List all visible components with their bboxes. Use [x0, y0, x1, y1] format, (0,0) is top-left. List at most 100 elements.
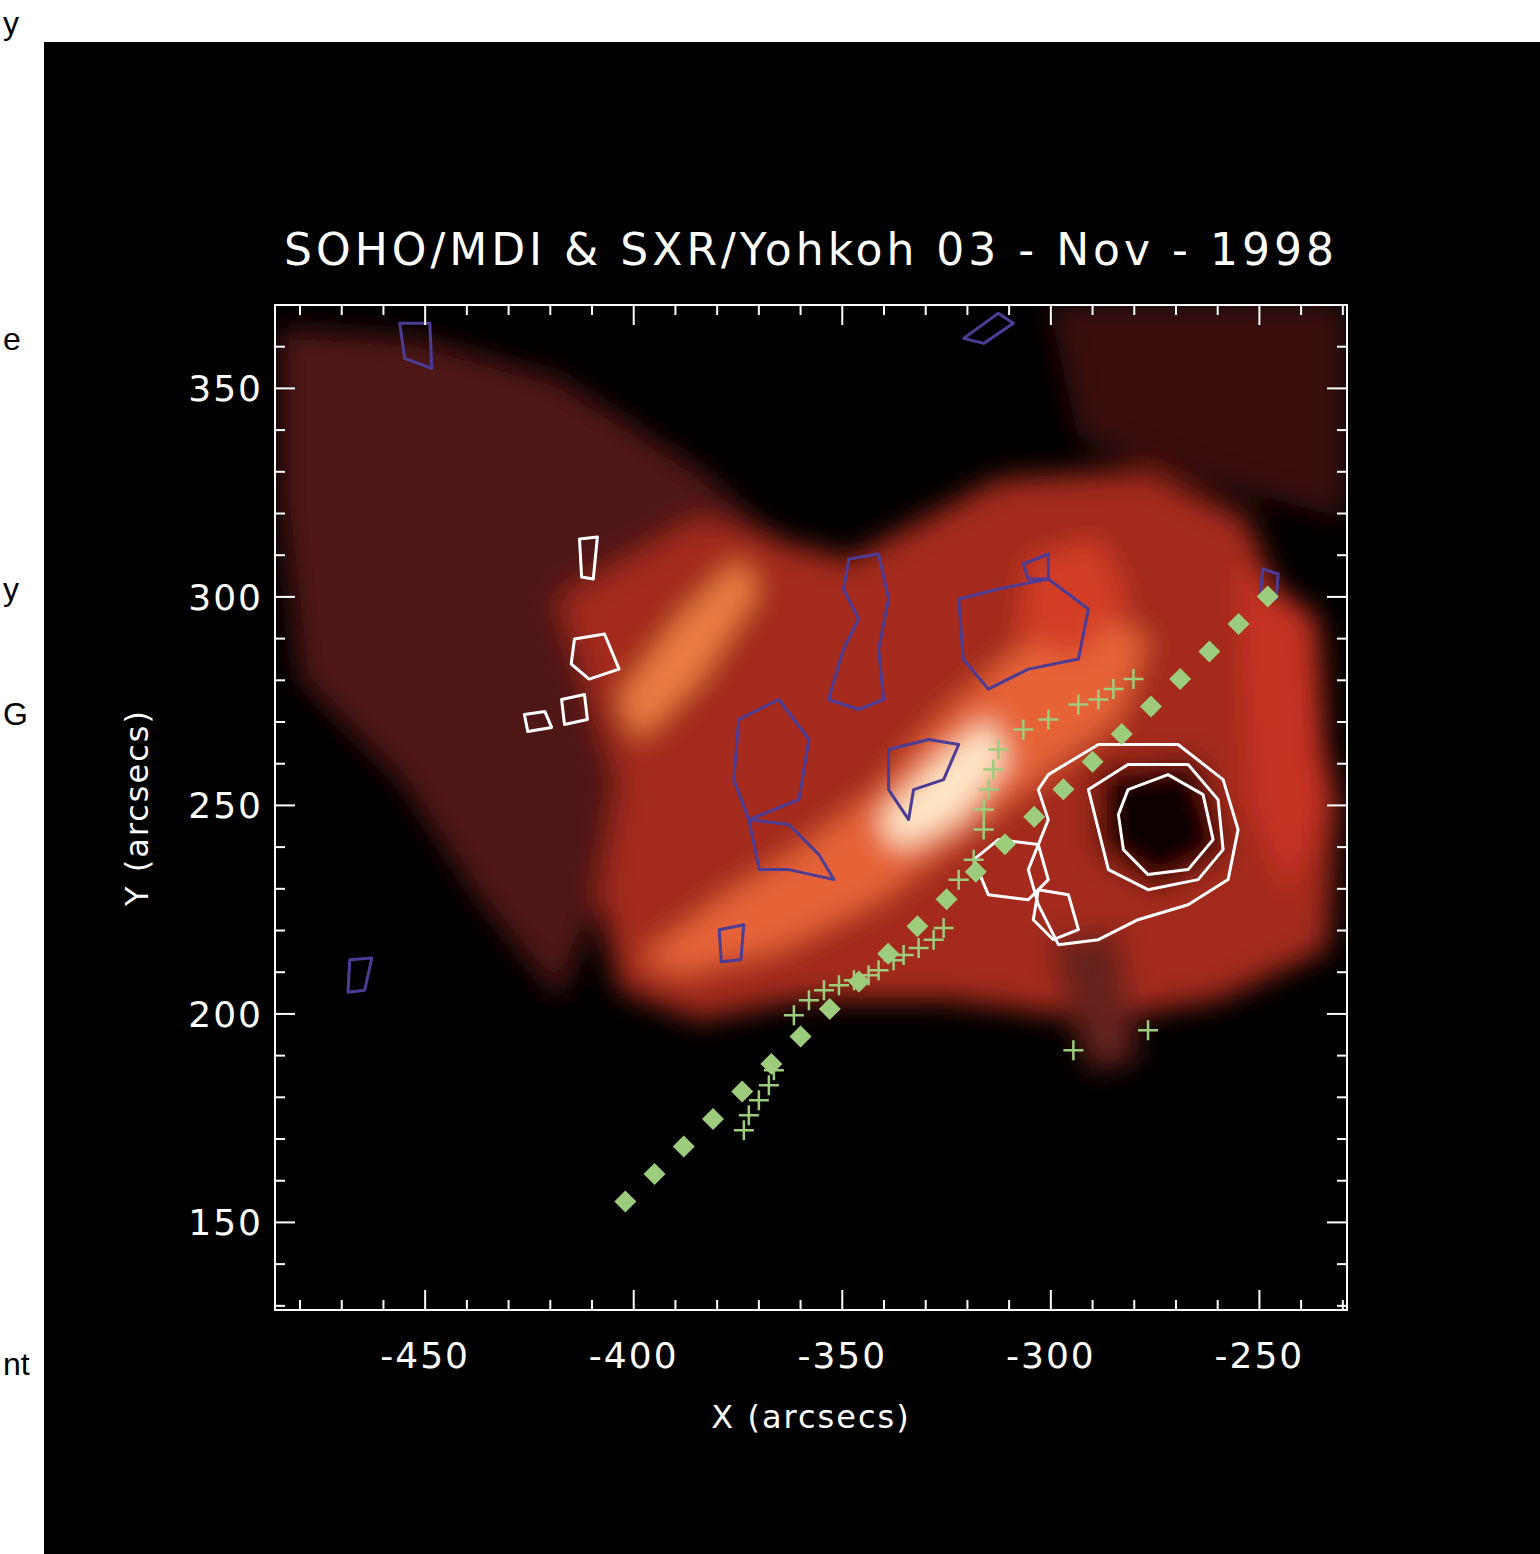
- slide-fragment: y: [3, 5, 19, 41]
- magnetic-contour: [829, 554, 889, 710]
- plus-point: [983, 760, 1003, 780]
- diamond-point: [1082, 751, 1104, 773]
- y-minor-tick: [275, 1263, 285, 1265]
- magnetic-contour: [1088, 765, 1223, 890]
- plus-point: [934, 918, 954, 938]
- x-tick: [1050, 1290, 1052, 1310]
- y-minor-tick: [275, 1055, 285, 1057]
- y-minor-tick: [275, 679, 285, 681]
- plus-point: [924, 930, 944, 950]
- x-minor-tick: [1217, 305, 1219, 315]
- slide-fragment: e: [3, 321, 21, 357]
- x-minor-tick: [800, 305, 802, 315]
- magnetic-contour: [1118, 775, 1213, 875]
- y-minor-tick: [1337, 471, 1347, 473]
- y-minor-tick: [1337, 1096, 1347, 1098]
- x-tick-label: -300: [1006, 1335, 1096, 1376]
- plus-point: [909, 938, 929, 958]
- x-tick: [424, 305, 426, 325]
- y-minor-tick: [275, 638, 285, 640]
- x-minor-tick: [883, 1300, 885, 1310]
- diamond-point: [819, 998, 841, 1020]
- plus-point: [964, 850, 984, 870]
- y-tick: [1327, 804, 1347, 806]
- diamond-point: [644, 1163, 666, 1185]
- x-tick: [1050, 305, 1052, 325]
- diamond-point: [1023, 806, 1045, 828]
- magnetic-contour: [571, 634, 619, 679]
- plus-point: [734, 1120, 754, 1140]
- y-tick: [1327, 1013, 1347, 1015]
- x-minor-tick: [549, 305, 551, 315]
- y-minor-tick: [1337, 971, 1347, 973]
- y-minor-tick: [275, 846, 285, 848]
- y-minor-tick: [1337, 638, 1347, 640]
- page-background: [0, 0, 1540, 1554]
- y-minor-tick: [1337, 846, 1347, 848]
- sxr-emission: [1048, 930, 1138, 1070]
- y-tick-label: 200: [188, 994, 263, 1035]
- y-minor-tick: [1337, 930, 1347, 932]
- y-minor-tick: [1337, 679, 1347, 681]
- plus-point: [829, 975, 849, 995]
- y-tick: [1327, 387, 1347, 389]
- x-tick-label: -250: [1215, 1335, 1305, 1376]
- x-minor-tick: [1175, 305, 1177, 315]
- diamond-point: [614, 1191, 636, 1213]
- sxr-emission: [1238, 559, 1328, 900]
- x-tick: [841, 1290, 843, 1310]
- diamond-point: [936, 888, 958, 910]
- x-tick-label: -350: [797, 1335, 887, 1376]
- x-minor-tick: [508, 1300, 510, 1310]
- y-tick: [275, 1013, 295, 1015]
- panel-background: [44, 42, 1540, 1554]
- y-minor-tick: [275, 471, 285, 473]
- plus-point: [884, 950, 904, 970]
- plus-point: [974, 820, 994, 840]
- diamond-point: [790, 1025, 812, 1047]
- diamond-point: [1140, 696, 1162, 718]
- y-minor-tick: [1337, 1138, 1347, 1140]
- x-minor-tick: [549, 1300, 551, 1310]
- sxr-emission: [560, 469, 1338, 1020]
- magnetic-contour: [524, 712, 551, 732]
- y-minor-tick: [275, 888, 285, 890]
- y-minor-tick: [1337, 346, 1347, 348]
- y-minor-tick: [275, 1305, 285, 1307]
- x-minor-tick: [674, 1300, 676, 1310]
- slide-fragment: y: [3, 571, 19, 607]
- x-minor-tick: [341, 1300, 343, 1310]
- x-tick: [633, 305, 635, 325]
- magnetic-contour: [889, 740, 959, 820]
- plus-point: [1088, 689, 1108, 709]
- x-tick: [424, 1290, 426, 1310]
- plus-point: [869, 960, 889, 980]
- axes: -450-400-350-300-250150200250300350: [188, 305, 1347, 1376]
- x-minor-tick: [1217, 1300, 1219, 1310]
- diamond-point: [906, 915, 928, 937]
- y-minor-tick: [275, 429, 285, 431]
- x-minor-tick: [466, 305, 468, 315]
- magnetic-contour: [1028, 745, 1238, 945]
- y-minor-tick: [275, 346, 285, 348]
- x-minor-tick: [1300, 305, 1302, 315]
- plus-point: [764, 1060, 784, 1080]
- y-tick: [275, 1221, 295, 1223]
- plus-point: [1038, 710, 1058, 730]
- magnetic-contour: [1033, 890, 1078, 940]
- x-minor-tick: [716, 1300, 718, 1310]
- x-minor-tick: [674, 305, 676, 315]
- y-axis-title: Y (arcsecs): [118, 709, 156, 907]
- x-minor-tick: [591, 305, 593, 315]
- plot-area: [280, 305, 1345, 1213]
- slide-fragment: nt: [3, 1346, 30, 1382]
- plus-point: [759, 1075, 779, 1095]
- y-minor-tick: [1337, 888, 1347, 890]
- y-minor-tick: [1337, 721, 1347, 723]
- y-tick: [275, 596, 295, 598]
- y-minor-tick: [1337, 554, 1347, 556]
- slide-fragment: G: [3, 696, 28, 732]
- diamond-point: [1052, 778, 1074, 800]
- x-minor-tick: [299, 1300, 301, 1310]
- y-minor-tick: [1337, 513, 1347, 515]
